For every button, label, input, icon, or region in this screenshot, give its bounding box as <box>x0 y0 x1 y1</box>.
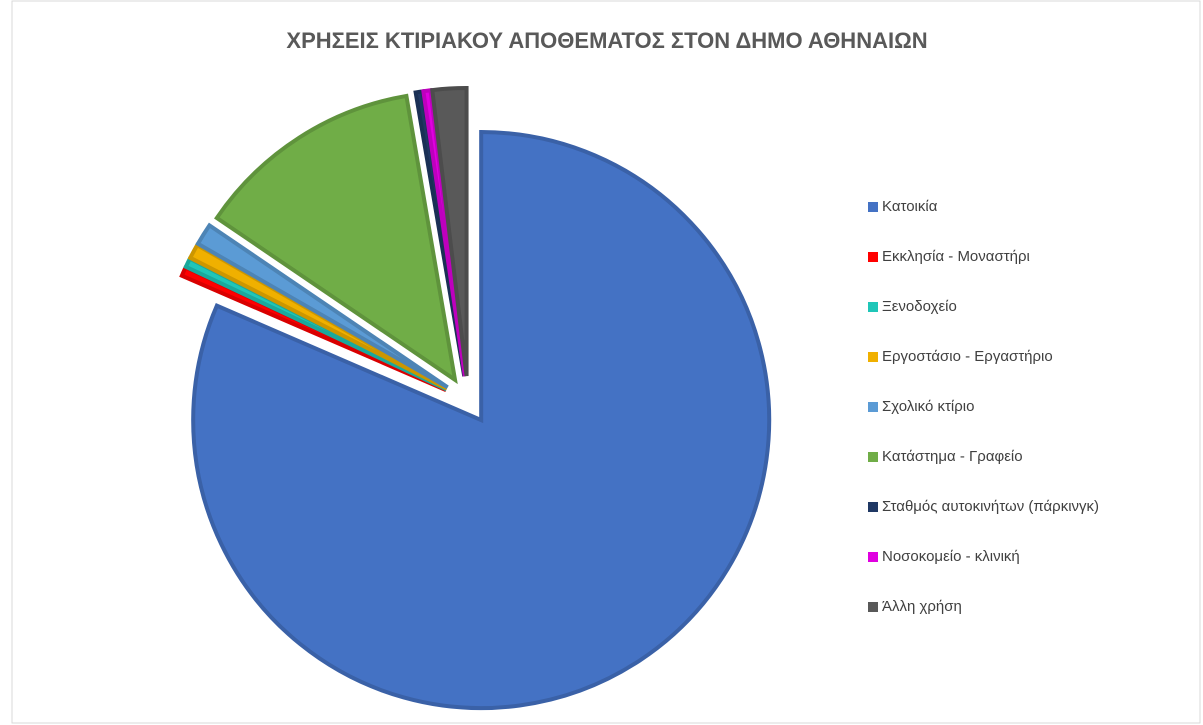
legend-label: Νοσοκομείο - κλινική <box>882 548 1020 565</box>
legend-label: Κατοικία <box>882 198 938 215</box>
legend-label: Σταθμός αυτοκινήτων (πάρκινγκ) <box>882 498 1099 515</box>
pie-slice <box>214 93 458 385</box>
pie-slice <box>191 130 772 710</box>
legend-label: Κατάστημα - Γραφείο <box>882 448 1023 465</box>
legend-label: Ξενοδοχείο <box>882 298 957 315</box>
legend-label: Εκκλησία - Μοναστήρι <box>882 248 1030 265</box>
legend-swatch <box>868 602 878 612</box>
legend-label: Σχολικό κτίριο <box>882 398 974 415</box>
legend-label: Άλλη χρήση <box>882 598 962 615</box>
legend-swatch <box>868 452 878 462</box>
legend-swatch <box>868 502 878 512</box>
legend-swatch <box>868 552 878 562</box>
pie-slice <box>195 222 449 390</box>
chart-title: ΧΡΗΣΕΙΣ ΚΤΙΡΙΑΚΟΥ ΑΠΟΘΕΜΑΤΟΣ ΣΤΟΝ ΔΗΜΟ Α… <box>286 28 927 53</box>
pie-slice <box>430 86 469 377</box>
legend-swatch <box>868 252 878 262</box>
legend-label: Εργοστάσιο - Εργαστήριο <box>882 348 1053 365</box>
legend-swatch <box>868 202 878 212</box>
legend-swatch <box>868 302 878 312</box>
legend-swatch <box>868 402 878 412</box>
legend-swatch <box>868 352 878 362</box>
